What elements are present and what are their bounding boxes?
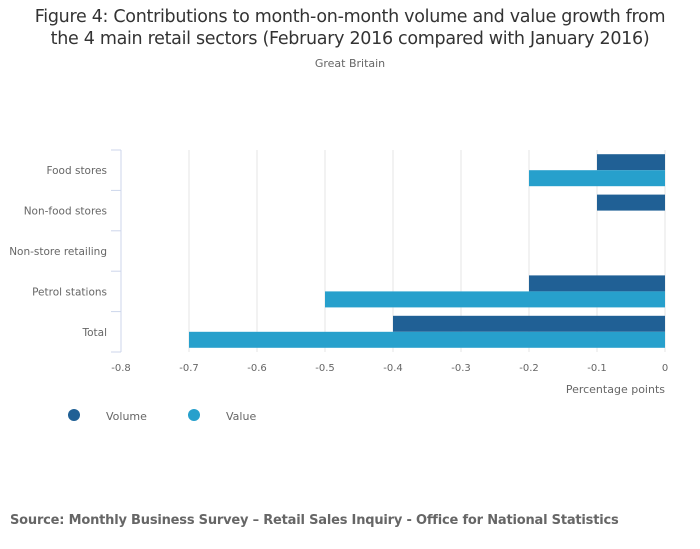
chart-title-line-2: the 4 main retail sectors (February 2016… (50, 29, 650, 49)
y-axis: Food stores Non-food stores Non-store reta… (9, 149, 122, 353)
x-tick-label: -0.1 (587, 363, 607, 374)
bar-value (529, 170, 665, 187)
bar-value (325, 291, 665, 308)
chart-subtitle: Great Britain (314, 57, 386, 70)
x-tick-label: -0.7 (179, 363, 199, 374)
chart-title: Figure 4: Contributions to month-on-mont… (0, 6, 700, 50)
category-label: Non-food stores (24, 206, 107, 218)
x-tick-label: -0.5 (315, 363, 335, 374)
x-tick-label: -0.8 (111, 363, 131, 374)
category-label: Petrol stations (32, 286, 107, 298)
legend-marker-volume (68, 409, 80, 421)
legend-label-volume: Volume (106, 410, 147, 423)
legend-marker-value (188, 409, 200, 421)
bar-volume (529, 275, 665, 292)
x-tick-label: -0.3 (451, 363, 471, 374)
category-label: Food stores (46, 165, 107, 177)
legend: Volume Value (68, 409, 256, 423)
bar-volume (393, 315, 665, 332)
bar-volume (597, 154, 665, 171)
chart-title-line-1: Figure 4: Contributions to month-on-mont… (34, 7, 666, 27)
category-label: Total (81, 327, 107, 339)
x-axis-ticks: -0.8 -0.7 -0.6 -0.5 -0.4 -0.3 -0.2 -0.1 0 (111, 363, 668, 374)
bar-volume (597, 194, 665, 211)
category-label: Non-store retailing (9, 246, 107, 258)
source-note: Source: Monthly Business Survey – Retail… (10, 513, 619, 528)
x-tick-label: -0.4 (383, 363, 403, 374)
x-tick-label: 0 (662, 363, 668, 374)
x-tick-label: -0.2 (519, 363, 539, 374)
bar-value (189, 331, 665, 348)
legend-label-value: Value (226, 410, 256, 423)
bars (189, 154, 665, 348)
x-axis-title: Percentage points (566, 383, 665, 396)
bar-chart: Food stores Non-food stores Non-store reta… (9, 149, 668, 423)
x-tick-label: -0.6 (247, 363, 267, 374)
